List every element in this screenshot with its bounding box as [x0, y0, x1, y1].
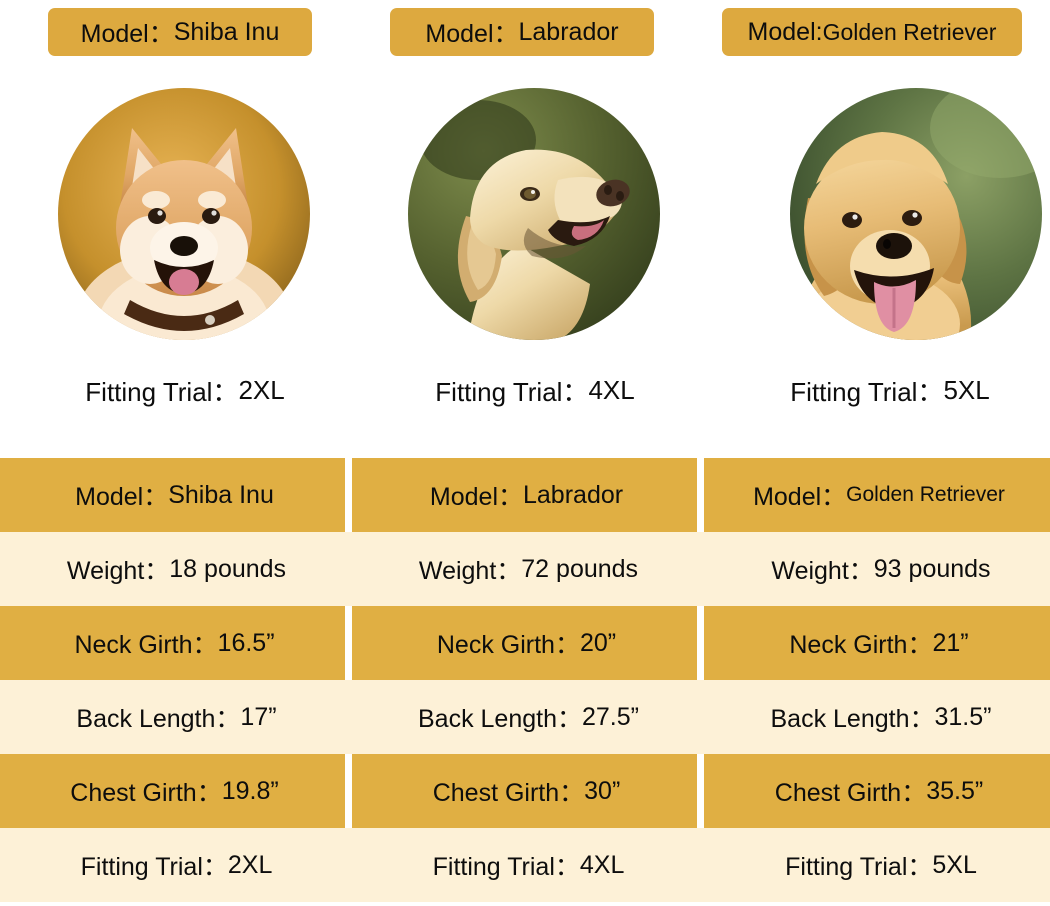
spec-row-back-length: Back Length： 27.5”	[348, 680, 701, 754]
spec-row-weight: Weight： 18 pounds	[0, 532, 349, 606]
spec-row-neck-girth: Neck Girth： 16.5”	[0, 606, 345, 680]
spec-value: Labrador	[523, 480, 624, 509]
spec-value: 5XL	[932, 850, 977, 879]
spec-value: 4XL	[579, 850, 625, 879]
spec-value: 18 pounds	[169, 554, 287, 583]
spec-label: Model：	[429, 483, 523, 511]
spec-label: Neck Girth：	[789, 631, 933, 659]
spec-table-golden-retriever: Model： Golden Retriever Weight： 93 pound…	[700, 458, 1050, 902]
spec-row-weight: Weight： 72 pounds	[348, 532, 701, 606]
model-badge-shiba-inu: Model： Shiba Inu	[48, 8, 312, 56]
spec-label: Weight：	[771, 557, 874, 585]
model-badge-label: Model：	[80, 20, 174, 48]
spec-label: Fitting Trial：	[785, 853, 933, 881]
spec-value: 20”	[579, 628, 617, 657]
fitting-trial-caption-row: Fitting Trial： 2XL Fitting Trial： 4XL Fi…	[0, 368, 1050, 418]
spec-row-chest-girth: Chest Girth： 19.8”	[0, 754, 345, 828]
spec-value: 72 pounds	[521, 554, 639, 583]
spec-label: Weight：	[418, 557, 522, 585]
spec-value: 35.5”	[926, 776, 984, 805]
spec-row-back-length: Back Length： 31.5”	[700, 680, 1050, 754]
dog-photo-row	[0, 88, 1050, 350]
spec-row-fitting-trial: Fitting Trial： 5XL	[700, 828, 1050, 902]
spec-label: Model：	[75, 483, 169, 511]
model-badge-value: Labrador	[518, 17, 619, 46]
spec-row-neck-girth: Neck Girth： 20”	[352, 606, 697, 680]
spec-value: 31.5”	[934, 702, 992, 731]
model-badge-value: Shiba Inu	[173, 17, 280, 46]
fitting-trial-label: Fitting Trial：	[435, 376, 589, 407]
spec-tables: Model： Shiba Inu Weight： 18 pounds Neck …	[0, 458, 1050, 906]
spec-value: 19.8”	[221, 776, 279, 805]
spec-value: 27.5”	[582, 702, 639, 731]
spec-value: 16.5”	[217, 628, 275, 657]
fitting-trial-label: Fitting Trial：	[85, 376, 239, 407]
labrador-photo	[408, 88, 660, 340]
spec-label: Weight：	[66, 557, 170, 585]
spec-label: Neck Girth：	[436, 631, 580, 659]
spec-row-model: Model： Labrador	[352, 458, 697, 532]
spec-row-back-length: Back Length： 17”	[0, 680, 349, 754]
spec-label: Fitting Trial：	[80, 853, 228, 881]
spec-row-fitting-trial: Fitting Trial： 2XL	[0, 828, 349, 902]
model-badge-label: Model:	[747, 17, 823, 46]
spec-row-fitting-trial: Fitting Trial： 4XL	[348, 828, 701, 902]
fitting-trial-caption-shiba-inu: Fitting Trial： 2XL	[40, 368, 330, 412]
spec-row-model: Model： Shiba Inu	[0, 458, 345, 532]
spec-row-weight: Weight： 93 pounds	[700, 532, 1050, 606]
spec-value: 2XL	[227, 850, 273, 879]
fitting-trial-value: 4XL	[588, 374, 635, 405]
fitting-trial-value: 5XL	[943, 374, 990, 405]
spec-label: Fitting Trial：	[432, 853, 580, 881]
spec-value: 30”	[584, 776, 621, 805]
fitting-trial-label: Fitting Trial：	[790, 376, 944, 407]
model-badge-golden-retriever: Model: Golden Retriever	[722, 8, 1022, 56]
fitting-trial-caption-labrador: Fitting Trial： 4XL	[400, 368, 670, 412]
shiba-inu-photo	[58, 88, 310, 340]
spec-row-neck-girth: Neck Girth： 21”	[704, 606, 1050, 680]
model-badge-label: Model：	[425, 20, 519, 48]
spec-label: Chest Girth：	[432, 779, 585, 807]
fitting-trial-value: 2XL	[238, 374, 285, 405]
spec-label: Back Length：	[76, 705, 241, 733]
spec-value: 93 pounds	[873, 554, 991, 583]
spec-row-chest-girth: Chest Girth： 30”	[352, 754, 697, 828]
spec-value: Shiba Inu	[168, 480, 274, 509]
spec-label: Chest Girth：	[70, 779, 222, 807]
fitting-trial-caption-golden-retriever: Fitting Trial： 5XL	[745, 368, 1035, 412]
spec-label: Chest Girth：	[774, 779, 927, 807]
spec-value: Golden Retriever	[846, 483, 1005, 506]
spec-label: Model：	[753, 483, 847, 511]
spec-table-labrador: Model： Labrador Weight： 72 pounds Neck G…	[348, 458, 701, 902]
spec-label: Back Length：	[418, 705, 582, 733]
model-badge-labrador: Model： Labrador	[390, 8, 654, 56]
model-badge-value: Golden Retriever	[822, 18, 997, 45]
spec-label: Back Length：	[770, 705, 935, 733]
spec-row-model: Model： Golden Retriever	[704, 458, 1050, 532]
spec-value: 17”	[240, 702, 277, 731]
model-badge-row: Model： Shiba Inu Model： Labrador Model: …	[0, 0, 1050, 80]
golden-retriever-photo	[790, 88, 1042, 340]
spec-row-chest-girth: Chest Girth： 35.5”	[704, 754, 1050, 828]
spec-value: 21”	[932, 628, 969, 657]
spec-label: Neck Girth：	[74, 631, 218, 659]
spec-table-shiba-inu: Model： Shiba Inu Weight： 18 pounds Neck …	[0, 458, 349, 902]
